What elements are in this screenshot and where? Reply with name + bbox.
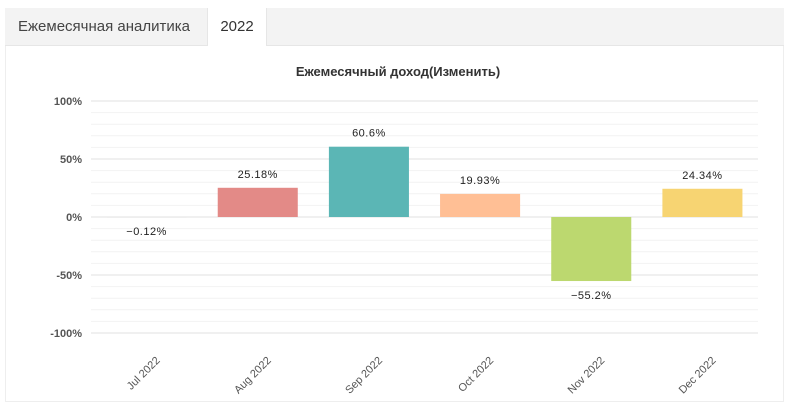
y-tick-label: 0% [66,212,82,224]
bar-sep-2022[interactable] [328,146,409,217]
data-label: 60.6% [352,128,386,140]
tab-bar: Ежемесячная аналитика 2022 [5,8,784,46]
monthly-returns-chart: Ежемесячный доход(Изменить) 100% 50% 0% -50… [50,64,758,397]
y-tick-label: -50% [56,270,82,282]
y-tick-label: 100% [54,96,82,108]
chart-panel: Ежемесячный доход(Изменить) 100% 50% 0% -50… [5,46,784,402]
x-axis: Jul 2022 Aug 2022 Sep 2022 Oct 2022 Nov 2022… [125,355,719,397]
tab-monthly-analytics[interactable]: Ежемесячная аналитика [18,18,190,35]
data-label: 25.18% [238,169,278,181]
y-tick-label: 50% [60,154,82,166]
x-tick-label: Jul 2022 [125,355,163,393]
bars [106,146,743,282]
data-label: −0.12% [126,226,167,238]
data-label: −55.2% [571,290,612,302]
grid-lines [91,100,758,334]
bar-nov-2022[interactable] [551,217,632,282]
bar-oct-2022[interactable] [440,193,521,217]
x-tick-label: Aug 2022 [232,355,274,397]
x-tick-label: Nov 2022 [566,355,608,397]
bar-dec-2022[interactable] [662,188,743,217]
data-labels: −0.12% 25.18% 60.6% 19.93% −55.2% 24.34% [126,128,722,302]
y-tick-label: -100% [50,328,82,340]
tab-2022[interactable]: 2022 [207,8,267,46]
chart-title: Ежемесячный доход(Изменить) [296,64,500,79]
x-tick-label: Sep 2022 [343,355,385,397]
bar-jul-2022[interactable] [106,217,187,218]
x-tick-label: Dec 2022 [677,355,719,397]
bar-aug-2022[interactable] [217,187,298,217]
y-axis: 100% 50% 0% -50% -100% [50,96,82,340]
data-label: 24.34% [682,170,722,182]
data-label: 19.93% [460,175,500,187]
x-tick-label: Oct 2022 [456,355,496,395]
